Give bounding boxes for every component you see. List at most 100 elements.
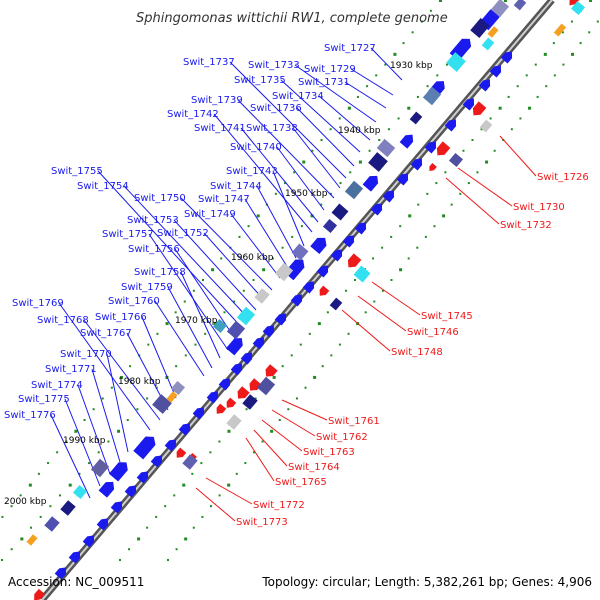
tick-dot [489, 117, 492, 120]
leader-line [240, 127, 319, 223]
tick-dot [321, 365, 324, 368]
tick-dot [426, 85, 429, 88]
tick-dot [146, 397, 149, 400]
forward-gene-arrow-large [225, 338, 243, 356]
reverse-gene-arrow-shape [319, 285, 330, 296]
leader-line [245, 437, 275, 482]
gene-hit-block [226, 320, 246, 340]
forward-gene-arrow [382, 190, 395, 203]
gene-label-reverse: Swit_1772 [253, 500, 305, 511]
leader-line [281, 399, 328, 421]
leader-line [97, 170, 245, 331]
tick-dot [429, 9, 432, 12]
tick-dot [252, 279, 255, 281]
tick-dot [155, 515, 158, 518]
tick-dot [37, 472, 40, 475]
reverse-gene-arrow [265, 364, 278, 377]
reverse-hit-block-body [182, 454, 198, 470]
orange-hit-block [26, 534, 38, 546]
tick-dot [68, 483, 72, 487]
leader-line [445, 177, 500, 225]
genome-title: Sphingomonas wittichii RW1, complete gen… [136, 11, 448, 26]
tick-dot [278, 419, 281, 421]
forward-gene-arrow [478, 79, 491, 92]
reverse-hit-block-body [513, 0, 527, 11]
gene-label-forward: Swit_1741 [194, 123, 246, 134]
forward-gene-arrow-shape [82, 535, 95, 548]
gene-hit-block [368, 152, 388, 172]
reverse-hit-block [353, 265, 371, 283]
tick-dot [223, 311, 226, 314]
kbp-tick-label: 1970 kbp [175, 316, 218, 326]
tick-dot [92, 408, 95, 411]
forward-gene-arrow-shape [124, 485, 137, 498]
tick-dot [270, 429, 274, 433]
forward-gene-arrow [396, 173, 409, 186]
leader-line [256, 185, 297, 259]
tick-dot [284, 182, 287, 185]
tick-dot [311, 149, 314, 152]
tick-dot [302, 160, 306, 164]
tick-dot [339, 182, 342, 185]
kbp-tick-label: 1940 kbp [338, 126, 381, 136]
tick-dot [10, 548, 13, 551]
forward-gene-arrow-shape [240, 352, 253, 365]
leader-line [244, 198, 289, 269]
reverse-gene-arrow [176, 447, 187, 458]
forward-gene-arrow [500, 51, 513, 64]
leader-line [499, 135, 537, 177]
tick-dot [417, 203, 420, 206]
gene-hit-block [274, 262, 294, 282]
gene-label-forward: Swit_1754 [77, 181, 129, 192]
gene-label-forward: Swit_1750 [134, 193, 186, 204]
tick-dot [293, 171, 296, 174]
leader-line [213, 113, 313, 233]
tick-dot [287, 408, 290, 411]
tick-dot [78, 472, 81, 475]
forward-gene-arrow-shape [96, 518, 109, 531]
forward-gene-arrow-shape [290, 294, 303, 307]
leader-line [123, 185, 251, 321]
leader-line [272, 170, 305, 247]
leader-line [180, 271, 221, 359]
leader-line [180, 197, 273, 291]
label-leader-lines [50, 47, 537, 522]
tick-dot [588, 31, 591, 34]
tick-dot [338, 343, 341, 346]
forward-gene-arrow [192, 407, 205, 420]
gene-label-forward: Swit_1731 [298, 77, 350, 88]
gene-label-forward: Swit_1738 [246, 123, 298, 134]
reverse-gene-arrow-shape [34, 588, 45, 600]
tick-dot [480, 128, 483, 131]
forward-gene-arrow [424, 141, 437, 154]
tick-dot [407, 257, 410, 260]
tick-dot [372, 257, 375, 260]
tick-dot [543, 52, 547, 56]
tick-dot [88, 462, 91, 465]
gene-hit-block-body [409, 111, 423, 125]
forward-gene-arrow-large-shape [284, 259, 305, 281]
gene-hit-block-body [44, 516, 60, 532]
tick-dot [426, 192, 429, 195]
tick-dot [471, 139, 474, 141]
forward-gene-arrow [354, 222, 367, 235]
tick-dot [407, 106, 411, 110]
forward-gene-arrow [410, 158, 423, 171]
leader-line [230, 213, 281, 279]
gene-label-reverse: Swit_1761 [328, 416, 380, 427]
tick-dot [375, 74, 378, 77]
tick-dot [459, 192, 462, 195]
tick-dot [545, 85, 548, 88]
gene-label-forward: Swit_1769 [12, 298, 64, 309]
forward-gene-arrow [342, 235, 355, 248]
reverse-gene-arrow-shape [265, 364, 278, 377]
tick-dot [252, 451, 255, 454]
gene-hit-block [212, 318, 228, 334]
gene-hit-block-body [170, 380, 186, 396]
tick-dot [462, 149, 465, 152]
forward-gene-arrow-large [310, 237, 327, 254]
gene-label-reverse: Swit_1745 [421, 311, 473, 322]
tick-dot [242, 289, 245, 292]
tick-dot [390, 235, 393, 238]
tick-dot [570, 20, 573, 23]
